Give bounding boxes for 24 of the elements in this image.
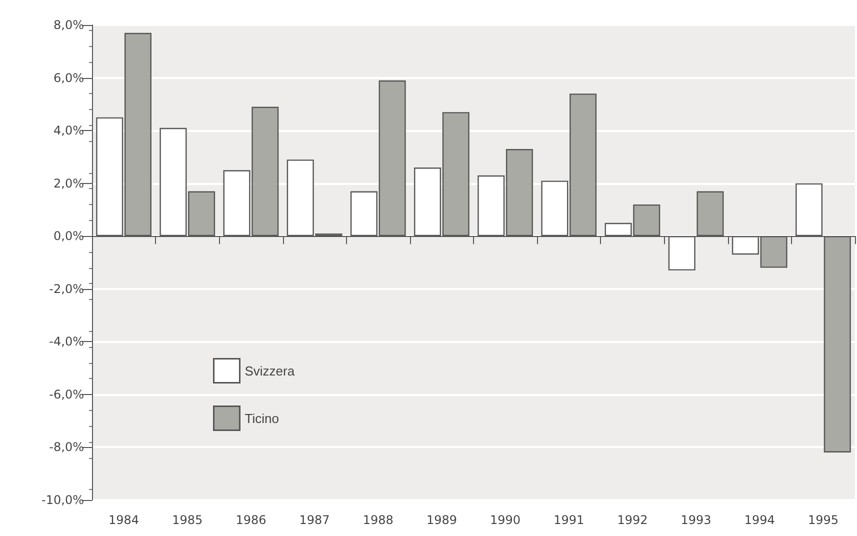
y-tick-label: -8,0% bbox=[49, 440, 84, 454]
y-tick-label: -4,0% bbox=[49, 334, 84, 349]
x-tick-label: 1988 bbox=[362, 513, 394, 527]
y-tick-label: -2,0% bbox=[49, 282, 84, 296]
y-tick-label: 6,0% bbox=[54, 70, 84, 85]
y-tick-label: 4,0% bbox=[54, 124, 84, 138]
legend-label: Ticino bbox=[244, 410, 279, 426]
x-tick-label: 1995 bbox=[808, 513, 838, 527]
y-tick-label: 0,0% bbox=[54, 229, 84, 244]
x-tick-label: 1989 bbox=[426, 513, 457, 527]
y-tick-label: 2,0% bbox=[54, 176, 84, 190]
x-tick-label: 1986 bbox=[236, 513, 266, 527]
y-tick-label: -6,0% bbox=[49, 387, 84, 402]
x-tick-label: 1987 bbox=[299, 513, 330, 527]
x-tick-label: 1990 bbox=[490, 513, 521, 527]
x-tick-label: 1991 bbox=[554, 513, 584, 527]
x-tick-label: 1992 bbox=[617, 513, 648, 527]
x-tick-label: 1985 bbox=[172, 513, 203, 527]
x-tick-label: 1984 bbox=[108, 513, 140, 527]
x-tick-label: 1994 bbox=[744, 513, 775, 527]
legend-label: Svizzera bbox=[244, 363, 296, 378]
y-tick-label: -10,0% bbox=[42, 493, 84, 507]
y-tick-label: 8,0% bbox=[54, 18, 84, 32]
x-tick-label: 1993 bbox=[680, 513, 712, 527]
